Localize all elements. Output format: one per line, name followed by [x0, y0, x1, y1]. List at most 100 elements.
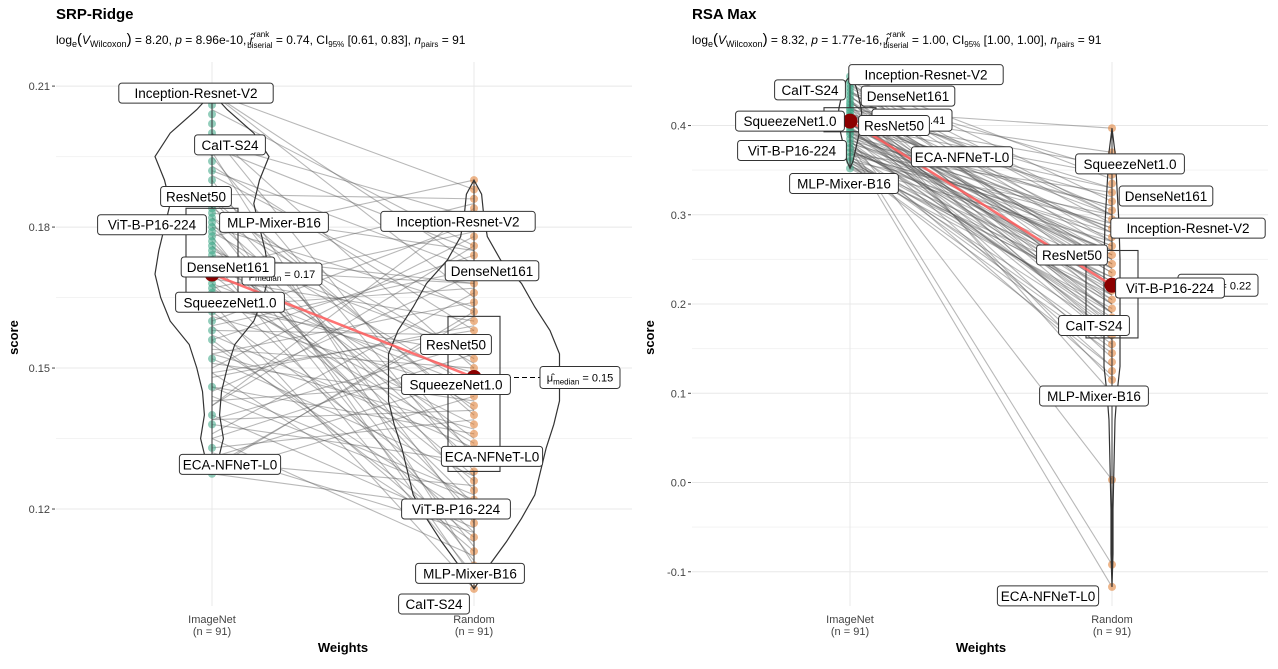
pair-line — [211, 386, 475, 496]
pair-line — [849, 141, 1113, 247]
pair-line — [211, 292, 475, 425]
model-label: MLP-Mixer-B16 — [423, 566, 517, 581]
subtitle-stat-value: = 8.32, — [768, 33, 812, 47]
x-tick-label: Random — [1091, 614, 1133, 626]
model-label-box — [219, 211, 329, 233]
model-label-box — [735, 110, 845, 132]
pair-line — [211, 245, 475, 505]
point-random — [470, 439, 478, 448]
subtitle-paren-close: ) — [127, 31, 132, 48]
panel-srp-ridge: SRP-Ridge loge(VWilcoxon) = 8.20, p = 8.9… — [6, 6, 632, 655]
pair-line — [211, 146, 475, 252]
subtitle-log: log — [692, 33, 708, 47]
point-random — [470, 420, 478, 429]
pair-line — [849, 125, 1113, 314]
subtitle-var-sub: Wilcoxon — [726, 39, 763, 49]
model-label-box — [401, 373, 511, 395]
pair-line — [211, 301, 475, 590]
pair-line — [849, 132, 1113, 247]
pair-line — [211, 334, 475, 449]
panel-rsa-max: RSA Max loge(VWilcoxon) = 8.32, p = 1.77e… — [642, 6, 1268, 655]
model-label-box — [415, 562, 525, 584]
model-label: ResNet50 — [426, 338, 486, 353]
pair-line — [849, 133, 1113, 260]
median-label-sub: median — [255, 274, 281, 283]
pair-line — [849, 160, 1113, 216]
point-random — [1108, 295, 1116, 304]
point-random — [470, 401, 478, 410]
pair-line — [849, 122, 1113, 296]
pair-line — [211, 179, 475, 524]
pair-line — [211, 287, 475, 444]
pair-line — [211, 311, 475, 505]
subtitle-log-base: e — [72, 39, 77, 49]
pair-line — [211, 409, 475, 421]
pair-line — [849, 101, 1113, 314]
point-random — [470, 429, 478, 438]
y-tick-label: -0.1 — [667, 567, 686, 579]
x-tick-label: ImageNet — [826, 614, 874, 626]
pair-line — [211, 395, 475, 501]
pair-line — [849, 145, 1113, 305]
x-tick-n: (n = 91) — [831, 626, 869, 638]
model-label-box — [1118, 185, 1214, 207]
pair-line — [849, 148, 1113, 238]
model-label: ResNet50 — [864, 119, 924, 134]
subtitle-r-sub: biserial — [883, 41, 909, 50]
pair-line — [849, 128, 1113, 229]
model-label-box — [858, 115, 930, 137]
pair-line — [849, 140, 1113, 207]
model-label-box — [380, 210, 536, 232]
pair-line — [849, 120, 1113, 301]
median-label-mu: μ̂ — [547, 372, 555, 384]
subtitle-ci-label: CI — [952, 33, 964, 47]
y-tick-label: 0.21 — [29, 81, 50, 93]
point-random — [470, 364, 478, 373]
model-label-box — [789, 173, 899, 195]
model-label-box — [178, 453, 282, 475]
pair-line — [849, 136, 1113, 229]
subtitle-paren-open: ( — [77, 31, 82, 48]
model-label: Inception-Resnet-V2 — [134, 86, 257, 101]
pair-line — [211, 235, 475, 369]
model-label: MLP-Mixer-B16 — [797, 177, 891, 192]
y-tick-label: 0.0 — [671, 478, 686, 490]
subtitle-paren-close: ) — [763, 31, 768, 48]
pair-line — [211, 254, 475, 341]
subtitle-ci-value: [1.00, 1.00], — [980, 33, 1050, 47]
point-random — [470, 411, 478, 420]
pair-line — [211, 273, 475, 393]
model-label: ECA-NFNeT-L0 — [445, 449, 540, 464]
model-label: ECA-NFNeT-L0 — [1001, 589, 1096, 604]
subtitle-ci-sub: 95% — [328, 40, 344, 49]
pair-line — [211, 301, 475, 355]
pair-line — [211, 207, 475, 407]
pair-line — [849, 138, 1113, 481]
chart-title: RSA Max — [692, 6, 757, 23]
model-label-box — [401, 498, 511, 520]
subtitle-var: V — [718, 33, 727, 47]
pair-line — [211, 278, 475, 322]
model-label: CaIT-S24 — [405, 597, 463, 612]
subtitle-r-symbol: r̂ — [250, 32, 255, 47]
pair-line — [211, 198, 475, 491]
model-label-box — [774, 79, 846, 101]
model-label-box — [444, 260, 540, 282]
y-tick-label: 0.1 — [671, 388, 686, 400]
x-tick-n: (n = 91) — [455, 626, 493, 638]
subtitle-r-value: = 1.00, — [909, 33, 953, 47]
model-label: SqueezeNet1.0 — [183, 295, 276, 310]
subtitle-ci-value: [0.61, 0.83], — [344, 33, 414, 47]
subtitle-log: log — [56, 33, 72, 47]
model-label: Inception-Resnet-V2 — [396, 214, 519, 229]
median-line — [211, 272, 475, 379]
x-axis-title: Weights — [318, 640, 368, 655]
model-label: ViT-B-P16-224 — [1126, 281, 1215, 296]
subtitle-r-sup: rank — [254, 30, 271, 39]
pair-line — [211, 353, 475, 430]
median-label-value: = 0.17 — [281, 269, 315, 281]
point-random — [1108, 250, 1116, 259]
pair-line — [211, 386, 475, 435]
subtitle-log-base: e — [708, 39, 713, 49]
